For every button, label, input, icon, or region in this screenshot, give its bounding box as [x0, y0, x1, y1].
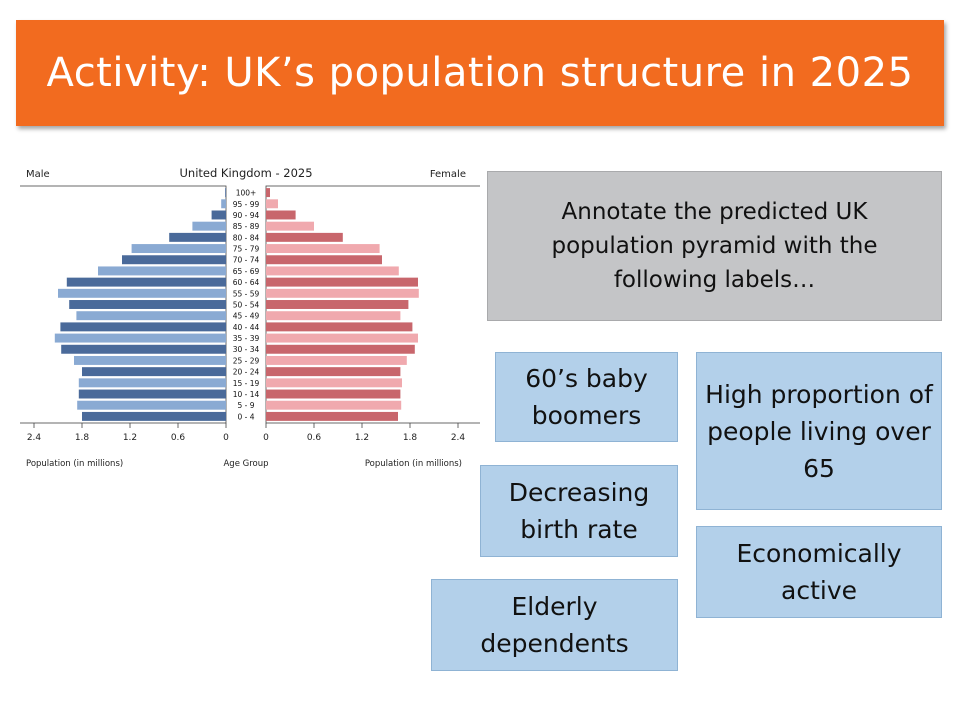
- age-group-label: 45 - 49: [233, 312, 260, 321]
- label-elderly-dependents-text: Elderly dependents: [480, 592, 629, 658]
- slide-title: Activity: UK’s population structure in 2…: [46, 50, 914, 96]
- male-bar: [66, 277, 226, 287]
- male-bar: [82, 367, 226, 377]
- male-bar: [221, 199, 226, 209]
- age-group-label: 10 - 14: [233, 390, 260, 399]
- male-label: Male: [26, 169, 50, 180]
- age-group-label: 0 - 4: [237, 412, 254, 421]
- label-decreasing-birth-rate-text: Decreasing birth rate: [508, 478, 650, 544]
- age-group-label: 5 - 9: [237, 401, 254, 410]
- male-bar: [82, 411, 226, 421]
- chart-title: United Kingdom - 2025: [179, 166, 312, 180]
- x-tick-label: 0.6: [171, 433, 186, 443]
- age-group-label: 20 - 24: [233, 368, 260, 377]
- age-group-label: 70 - 74: [233, 256, 260, 265]
- female-bar: [266, 355, 407, 365]
- age-group-label: 100+: [236, 189, 257, 198]
- population-pyramid-svg: Male United Kingdom - 2025 Female 100+ 95 - …: [20, 166, 480, 469]
- female-bar: [266, 411, 398, 421]
- female-label: Female: [430, 169, 466, 180]
- male-bar: [169, 232, 226, 242]
- age-group-label: 30 - 34: [233, 345, 260, 354]
- x-tick-label: 1.8: [403, 433, 418, 443]
- female-bar: [266, 232, 343, 242]
- female-bar: [266, 389, 401, 399]
- male-bar: [77, 400, 226, 410]
- female-bar: [266, 244, 380, 254]
- female-bar: [266, 322, 413, 332]
- female-bar: [266, 288, 419, 298]
- age-group-label: 85 - 89: [233, 222, 260, 231]
- female-bar: [266, 367, 401, 377]
- female-bar: [266, 344, 415, 354]
- male-bar: [54, 333, 226, 343]
- male-bar: [78, 378, 226, 388]
- male-bar: [131, 244, 226, 254]
- x-tick-label: 0: [263, 433, 269, 443]
- label-economically-active[interactable]: Economically active: [696, 526, 942, 618]
- label-baby-boomers-text: 60’s baby boomers: [525, 364, 648, 430]
- x-tick-label: 2.4: [451, 433, 466, 443]
- female-bar: [266, 311, 401, 321]
- male-bar: [58, 288, 226, 298]
- label-high-over-65-text: High proportion of people living over 65: [705, 379, 933, 483]
- label-high-over-65[interactable]: High proportion of people living over 65: [696, 352, 942, 510]
- male-bar: [60, 322, 227, 332]
- age-group-label: 80 - 84: [233, 233, 260, 242]
- x-tick-label: 1.2: [123, 433, 137, 443]
- x-tick-label: 1.2: [355, 433, 369, 443]
- female-bar: [266, 333, 418, 343]
- male-bar: [76, 311, 227, 321]
- label-economically-active-text: Economically active: [736, 539, 902, 605]
- male-bar: [98, 266, 226, 276]
- male-bar: [78, 389, 226, 399]
- female-bar: [266, 277, 418, 287]
- male-bar: [61, 344, 227, 354]
- female-bar: [266, 199, 278, 209]
- male-bar: [211, 210, 226, 220]
- age-group-label: 15 - 19: [233, 379, 260, 388]
- label-decreasing-birth-rate[interactable]: Decreasing birth rate: [480, 465, 678, 557]
- x-tick-label: 2.4: [27, 433, 42, 443]
- instruction-text: Annotate the predicted UK population pyr…: [551, 199, 878, 293]
- age-group-label: 95 - 99: [233, 200, 260, 209]
- x-tick-label: 1.8: [75, 433, 90, 443]
- label-elderly-dependents[interactable]: Elderly dependents: [431, 579, 678, 671]
- male-bar: [122, 255, 226, 265]
- female-bar: [266, 221, 314, 231]
- x-axis-label-left: Population (in millions): [26, 459, 123, 469]
- female-bar: [266, 400, 402, 410]
- population-pyramid-chart: Male United Kingdom - 2025 Female 100+ 95 - …: [20, 160, 480, 480]
- female-bar: [266, 266, 399, 276]
- female-bar: [266, 210, 296, 220]
- male-bar: [225, 188, 226, 198]
- age-group-label: 65 - 69: [233, 267, 260, 276]
- age-group-label: 55 - 59: [233, 289, 260, 298]
- x-axis-label-right: Population (in millions): [365, 459, 462, 469]
- age-group-label: 60 - 64: [233, 278, 260, 287]
- male-bar: [69, 300, 226, 309]
- female-bar: [266, 378, 402, 388]
- male-bar: [74, 355, 226, 365]
- female-bar: [266, 300, 409, 309]
- female-bar: [266, 255, 382, 265]
- title-bar: Activity: UK’s population structure in 2…: [16, 20, 944, 126]
- x-axis-label-center: Age Group: [223, 459, 268, 469]
- age-group-label: 25 - 29: [233, 356, 260, 365]
- x-tick-label: 0: [223, 433, 229, 443]
- x-tick-label: 0.6: [307, 433, 322, 443]
- age-group-label: 90 - 94: [233, 211, 260, 220]
- male-bar: [192, 221, 226, 231]
- age-group-label: 40 - 44: [233, 323, 260, 332]
- female-bar: [266, 188, 270, 198]
- label-baby-boomers[interactable]: 60’s baby boomers: [495, 352, 678, 442]
- age-group-label: 50 - 54: [233, 300, 260, 309]
- age-group-label: 75 - 79: [233, 245, 260, 254]
- instruction-box: Annotate the predicted UK population pyr…: [487, 171, 942, 321]
- age-group-label: 35 - 39: [233, 334, 260, 343]
